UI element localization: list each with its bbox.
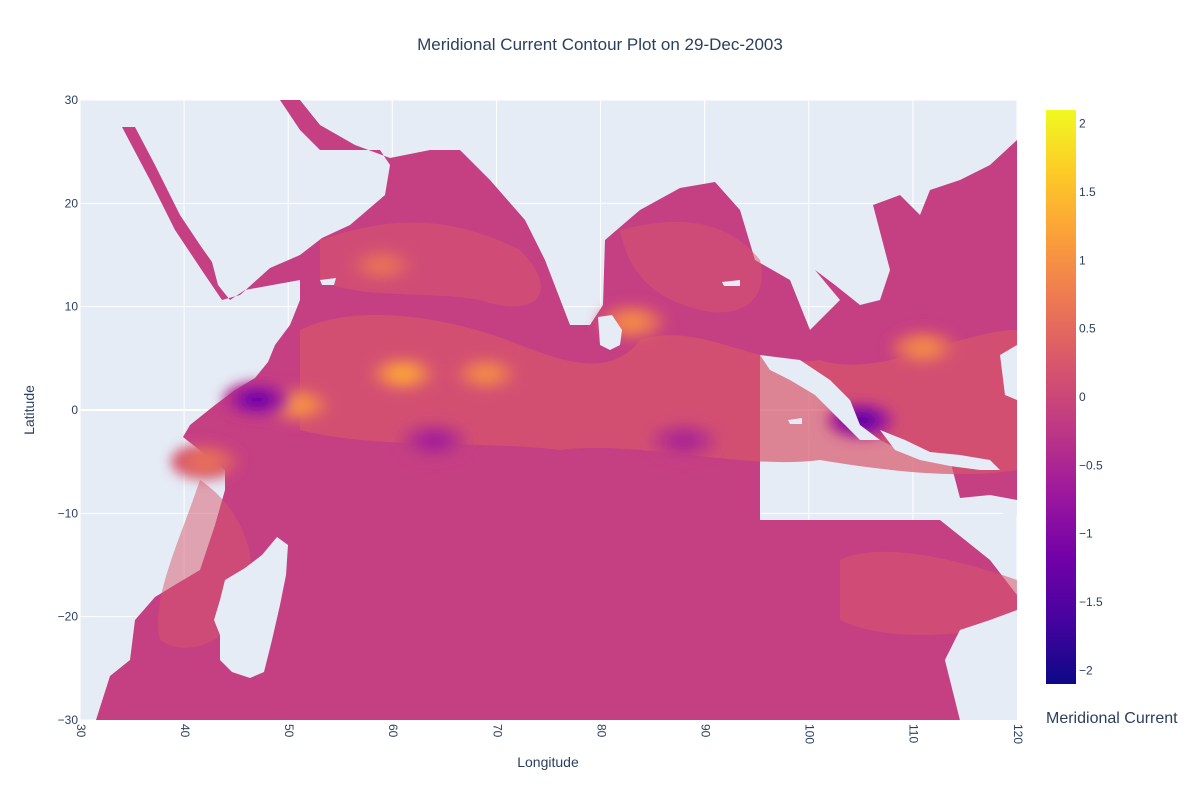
colorbar-ticks: 2 1.5 1 0.5 0 −0.5 −1 −1.5 −2 [1079, 117, 1103, 678]
y-axis-title: Latitude [21, 385, 37, 435]
y-tick-label: −10 [58, 506, 79, 520]
colorbar-tick-label: 1.5 [1079, 185, 1096, 199]
ocean-field [80, 100, 1017, 720]
contour-feature [399, 423, 468, 459]
colorbar [1046, 110, 1076, 684]
contour-feature [452, 355, 521, 392]
contour-level [670, 433, 697, 449]
x-tick-label: 70 [490, 724, 504, 738]
x-tick-label: 90 [698, 724, 712, 738]
colorbar-tick-label: −1.5 [1079, 595, 1103, 609]
field-patch [840, 551, 1017, 635]
contour-feature [889, 330, 958, 366]
colorbar-tick-label: 0 [1079, 390, 1086, 404]
x-tick-label: 120 [1011, 724, 1025, 744]
contour-level [243, 392, 270, 408]
land-small-island [788, 418, 802, 424]
field-patch [300, 314, 1017, 475]
land-australia [945, 610, 1017, 720]
colorbar-tick-label: −0.5 [1079, 458, 1103, 472]
land-borneo-part [1000, 345, 1017, 400]
chart-title: Meridional Current Contour Plot on 29-De… [417, 35, 783, 54]
contour-level [191, 454, 218, 470]
land-small-island [1000, 502, 1017, 516]
y-axis-ticks: 30 20 10 0 −10 −20 −30 [58, 93, 79, 727]
land-island [320, 278, 336, 285]
y-tick-label: 0 [71, 403, 78, 417]
field-patch [320, 222, 541, 307]
field-patch [620, 221, 762, 313]
y-tick-label: −20 [58, 610, 79, 624]
x-tick-label: 80 [594, 724, 608, 738]
land-sumatra-gap [760, 355, 880, 440]
x-axis-ticks: 30 40 50 60 70 80 90 100 110 120 [74, 724, 1025, 744]
land-java [880, 430, 1000, 470]
contour-level [368, 257, 395, 273]
contour-feature [347, 247, 416, 284]
contour-level [420, 433, 447, 449]
x-axis-title: Longitude [517, 754, 579, 770]
contour-level [910, 340, 937, 356]
x-tick-label: 100 [803, 724, 817, 744]
land-island [722, 280, 740, 286]
colorbar-tick-label: −1 [1079, 527, 1093, 541]
colorbar-tick-label: −2 [1079, 663, 1093, 677]
colorbar-tick-label: 0.5 [1079, 322, 1096, 336]
contour-feature [368, 355, 437, 392]
contour-level [285, 397, 312, 413]
colorbar-title: Meridional Current [1046, 710, 1178, 727]
x-tick-label: 110 [907, 724, 921, 743]
y-tick-label: 20 [65, 196, 79, 210]
x-tick-label: 60 [386, 724, 400, 738]
contour-feature [170, 443, 239, 480]
contour-feature [222, 381, 291, 418]
x-tick-label: 30 [74, 724, 88, 738]
contour-level [473, 366, 500, 382]
land-madagascar [214, 537, 288, 678]
land-sri-lanka [598, 315, 622, 350]
x-tick-label: 50 [282, 724, 296, 738]
y-tick-label: −30 [58, 713, 79, 727]
y-tick-label: 30 [65, 93, 79, 107]
colorbar-tick-label: 2 [1079, 117, 1086, 131]
colorbar-tick-label: 1 [1079, 253, 1086, 267]
contour-feature [649, 423, 718, 459]
y-tick-label: 10 [65, 300, 79, 314]
contour-level [389, 366, 416, 382]
x-tick-label: 40 [178, 724, 192, 738]
contour-level [618, 314, 645, 330]
